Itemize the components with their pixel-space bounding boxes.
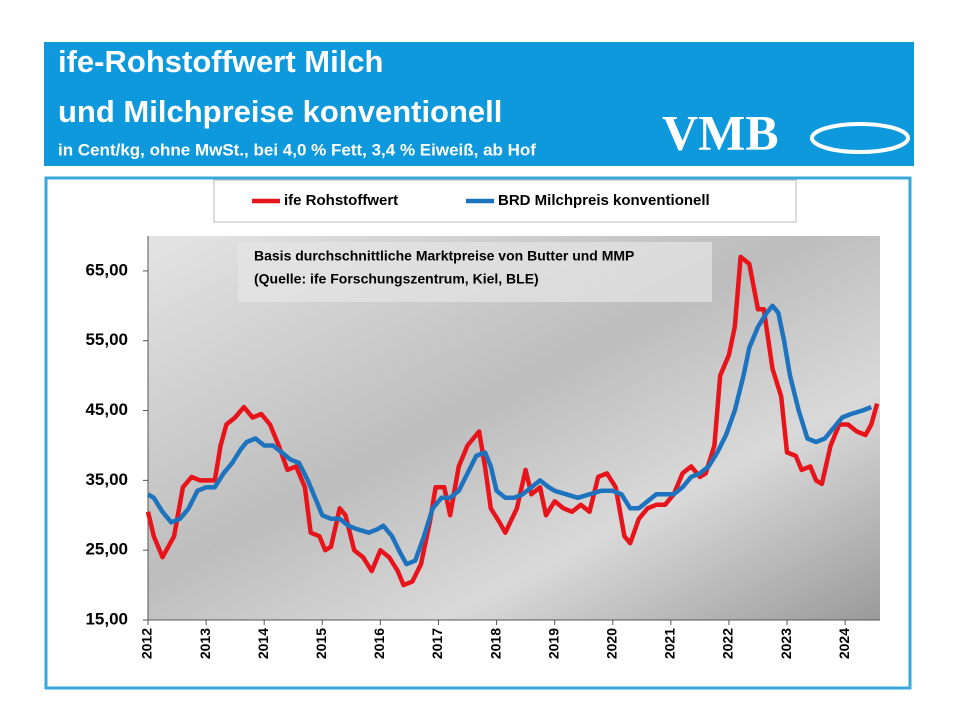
title-line2: und Milchpreise konventionell <box>58 94 502 129</box>
legend-label: ife Rohstoffwert <box>284 192 398 209</box>
x-tick-label: 2020 <box>603 628 619 659</box>
series-line <box>145 254 880 588</box>
annotation: (Quelle: ife Forschungszentrum, Kiel, BL… <box>254 271 539 287</box>
x-tick-label: 2012 <box>139 628 155 659</box>
y-tick-label: 15,00 <box>85 609 128 628</box>
x-tick-label: 2015 <box>313 628 329 659</box>
y-tick-label: 25,00 <box>85 540 128 559</box>
y-tick-label: 45,00 <box>85 400 128 419</box>
series-line <box>146 303 873 567</box>
logo: VMB <box>662 104 779 160</box>
x-tick-label: 2024 <box>836 628 852 659</box>
y-tick-label: 65,00 <box>85 260 128 279</box>
x-tick-label: 2018 <box>487 628 503 659</box>
header-band <box>44 42 914 166</box>
y-tick-label: 35,00 <box>85 470 128 489</box>
x-tick-label: 2022 <box>720 628 736 659</box>
x-tick-label: 2021 <box>662 628 678 659</box>
x-tick-label: 2014 <box>255 628 271 659</box>
x-tick-label: 2019 <box>545 628 561 659</box>
x-tick-label: 2023 <box>778 628 794 659</box>
logo-mark <box>810 122 910 154</box>
subtitle: in Cent/kg, ohne MwSt., bei 4,0 % Fett, … <box>58 140 536 159</box>
x-tick-label: 2017 <box>429 628 445 659</box>
legend <box>213 179 797 223</box>
legend-label: BRD Milchpreis konventionell <box>498 192 710 209</box>
y-tick-label: 55,00 <box>85 330 128 349</box>
x-tick-label: 2013 <box>197 628 213 659</box>
annotation: Basis durchschnittliche Marktpreise von … <box>254 248 634 264</box>
title: ife-Rohstoffwert Milch <box>58 44 384 79</box>
x-tick-label: 2016 <box>371 628 387 659</box>
annotation-box <box>238 242 712 302</box>
